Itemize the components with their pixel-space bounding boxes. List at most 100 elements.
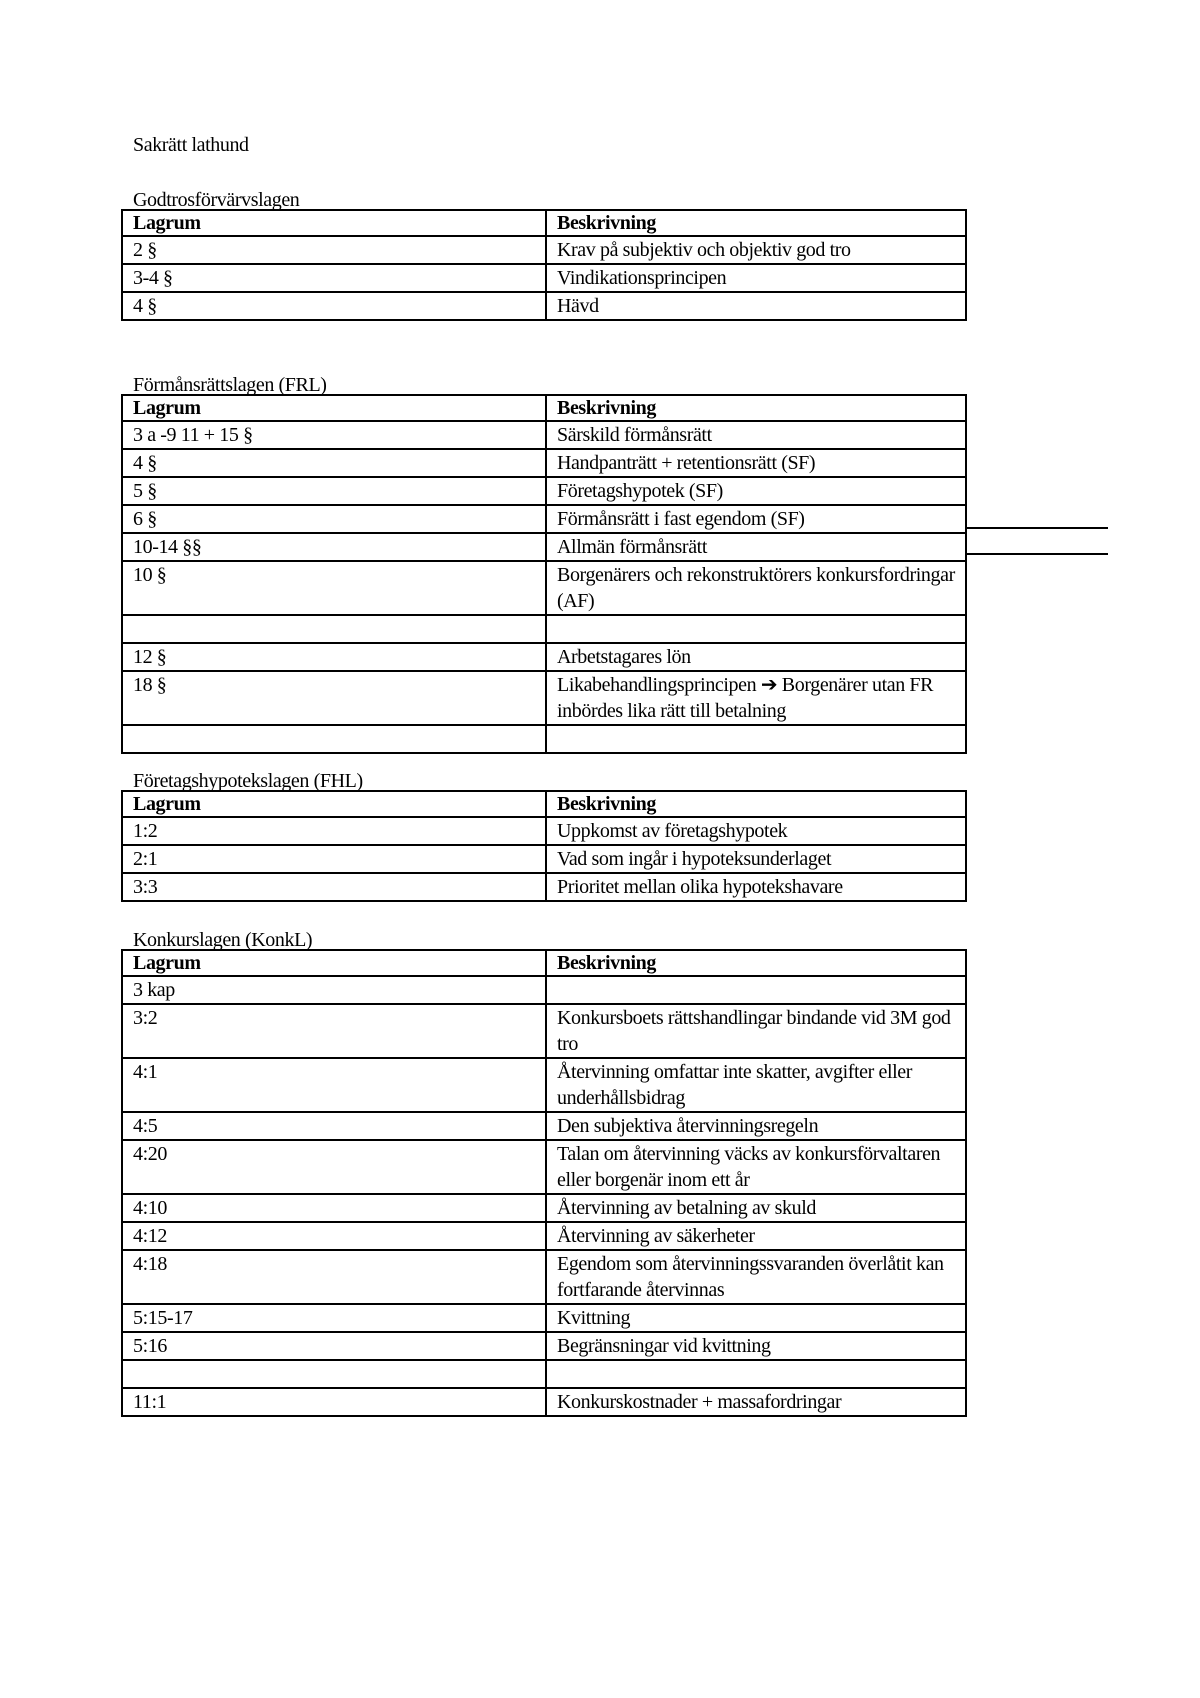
beskrivning-cell: Konkursboets rättshandlingar bindande vi… <box>545 1003 967 1059</box>
table-row: 4:20 Talan om återvinning väcks av konkur… <box>121 1139 967 1195</box>
beskrivning-cell <box>545 724 967 754</box>
beskrivning-cell: Hävd <box>545 291 967 321</box>
lagrum-cell: 4:12 <box>121 1221 547 1251</box>
table-row <box>121 724 967 754</box>
lagrum-cell: 4:5 <box>121 1111 547 1141</box>
table-row: 4:18 Egendom som återvinningssvaranden öv… <box>121 1249 967 1305</box>
beskrivning-cell: Den subjektiva återvinningsregeln <box>545 1111 967 1141</box>
beskrivning-cell: Arbetstagares lön <box>545 642 967 672</box>
lagrum-cell: 4:10 <box>121 1193 547 1223</box>
header-row: Lagrum Beskrivning <box>121 790 967 818</box>
beskrivning-cell: Talan om återvinning väcks av konkursför… <box>545 1139 967 1195</box>
table-row: 5:15-17 Kvittning <box>121 1303 967 1333</box>
table-row: 3:3 Prioritet mellan olika hypotekshavare <box>121 872 967 902</box>
beskrivning-cell: Vad som ingår i hypoteksunderlaget <box>545 844 967 874</box>
lagrum-cell: 4:18 <box>121 1249 547 1305</box>
table-row: 1:2 Uppkomst av företagshypotek <box>121 816 967 846</box>
beskrivning-cell: Likabehandlingsprincipen ➔ Borgenärer ut… <box>545 670 967 726</box>
lagrum-cell: 6 § <box>121 504 547 534</box>
column-header: Lagrum <box>121 949 547 977</box>
beskrivning-cell: Uppkomst av företagshypotek <box>545 816 967 846</box>
table-row: 2:1 Vad som ingår i hypoteksunderlaget <box>121 844 967 874</box>
beskrivning-cell: Begränsningar vid kvittning <box>545 1331 967 1361</box>
lagrum-cell: 12 § <box>121 642 547 672</box>
column-header: Lagrum <box>121 394 547 422</box>
stray-line <box>966 553 1108 555</box>
lagrum-cell: 5 § <box>121 476 547 506</box>
beskrivning-cell: Återvinning omfattar inte skatter, avgif… <box>545 1057 967 1113</box>
table-row: 6 § Förmånsrätt i fast egendom (SF) <box>121 504 967 534</box>
lagrum-cell: 3:2 <box>121 1003 547 1059</box>
header-row: Lagrum Beskrivning <box>121 394 967 422</box>
column-header: Beskrivning <box>545 394 967 422</box>
table-row: 2 § Krav på subjektiv och objektiv god tr… <box>121 235 967 265</box>
lagrum-cell: 3-4 § <box>121 263 547 293</box>
document-title: Sakrätt lathund <box>133 134 249 156</box>
law-table: Lagrum Beskrivning 1:2 Uppkomst av företags… <box>121 790 967 902</box>
table-row <box>121 614 967 644</box>
beskrivning-cell <box>545 975 967 1005</box>
section-heading: Godtrosförvärvslagen <box>133 189 300 211</box>
lagrum-cell <box>121 1359 547 1389</box>
column-header: Beskrivning <box>545 790 967 818</box>
lagrum-cell: 5:16 <box>121 1331 547 1361</box>
stray-line <box>966 527 1108 529</box>
table-row: 18 § Likabehandlingsprincipen ➔ Borgenäre… <box>121 670 967 726</box>
table-row: 10-14 §§ Allmän förmånsrätt <box>121 532 967 562</box>
table-row: 4:1 Återvinning omfattar inte skatter, av… <box>121 1057 967 1113</box>
beskrivning-cell: Egendom som återvinningssvaranden överlå… <box>545 1249 967 1305</box>
lagrum-cell: 2:1 <box>121 844 547 874</box>
lagrum-cell: 18 § <box>121 670 547 726</box>
lagrum-cell: 11:1 <box>121 1387 547 1417</box>
beskrivning-cell: Handpanträtt + retentionsrätt (SF) <box>545 448 967 478</box>
lagrum-cell: 3:3 <box>121 872 547 902</box>
law-table: Lagrum Beskrivning 2 § Krav på subjektiv oc… <box>121 209 967 321</box>
table-row: 3 a -9 11 + 15 § Särskild förmånsrätt <box>121 420 967 450</box>
lagrum-cell: 4:20 <box>121 1139 547 1195</box>
beskrivning-cell: Prioritet mellan olika hypotekshavare <box>545 872 967 902</box>
law-table: Lagrum Beskrivning 3 a -9 11 + 15 § Särskil… <box>121 394 967 754</box>
table-row: 3:2 Konkursboets rättshandlingar bindande… <box>121 1003 967 1059</box>
beskrivning-cell: Återvinning av säkerheter <box>545 1221 967 1251</box>
lagrum-cell: 10 § <box>121 560 547 616</box>
table-row: 4:10 Återvinning av betalning av skuld <box>121 1193 967 1223</box>
header-row: Lagrum Beskrivning <box>121 949 967 977</box>
table-row: 3 kap <box>121 975 967 1005</box>
table-row: 12 § Arbetstagares lön <box>121 642 967 672</box>
section-heading: Konkurslagen (KonkL) <box>133 929 313 951</box>
table-row: 11:1 Konkurskostnader + massafordringar <box>121 1387 967 1417</box>
table-row <box>121 1359 967 1389</box>
column-header: Beskrivning <box>545 209 967 237</box>
lagrum-cell: 5:15-17 <box>121 1303 547 1333</box>
lagrum-cell: 4 § <box>121 448 547 478</box>
beskrivning-cell <box>545 614 967 644</box>
header-row: Lagrum Beskrivning <box>121 209 967 237</box>
table-row: 10 § Borgenärers och rekonstruktörers kon… <box>121 560 967 616</box>
section-heading: Förmånsrättslagen (FRL) <box>133 374 327 396</box>
table-row: 5:16 Begränsningar vid kvittning <box>121 1331 967 1361</box>
section-heading: Företagshypotekslagen (FHL) <box>133 770 363 792</box>
beskrivning-cell: Kvittning <box>545 1303 967 1333</box>
lagrum-cell <box>121 614 547 644</box>
table-row: 4:12 Återvinning av säkerheter <box>121 1221 967 1251</box>
lagrum-cell: 4:1 <box>121 1057 547 1113</box>
column-header: Lagrum <box>121 209 547 237</box>
lagrum-cell: 2 § <box>121 235 547 265</box>
beskrivning-cell: Förmånsrätt i fast egendom (SF) <box>545 504 967 534</box>
lagrum-cell: 10-14 §§ <box>121 532 547 562</box>
beskrivning-cell: Krav på subjektiv och objektiv god tro <box>545 235 967 265</box>
column-header: Beskrivning <box>545 949 967 977</box>
lagrum-cell: 4 § <box>121 291 547 321</box>
column-header: Lagrum <box>121 790 547 818</box>
beskrivning-cell: Allmän förmånsrätt <box>545 532 967 562</box>
lagrum-cell <box>121 724 547 754</box>
beskrivning-cell: Konkurskostnader + massafordringar <box>545 1387 967 1417</box>
lagrum-cell: 3 kap <box>121 975 547 1005</box>
law-table: Lagrum Beskrivning 3 kap 3:2 Konkursboets rä… <box>121 949 967 1417</box>
beskrivning-cell: Företagshypotek (SF) <box>545 476 967 506</box>
table-row: 3-4 § Vindikationsprincipen <box>121 263 967 293</box>
beskrivning-cell: Återvinning av betalning av skuld <box>545 1193 967 1223</box>
lagrum-cell: 3 a -9 11 + 15 § <box>121 420 547 450</box>
table-row: 4 § Handpanträtt + retentionsrätt (SF) <box>121 448 967 478</box>
table-row: 4 § Hävd <box>121 291 967 321</box>
